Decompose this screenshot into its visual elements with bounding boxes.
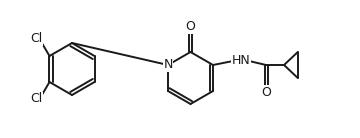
Text: Cl: Cl — [30, 92, 42, 105]
Text: Cl: Cl — [30, 33, 42, 46]
Text: O: O — [185, 21, 195, 34]
Text: N: N — [163, 59, 173, 71]
Text: O: O — [261, 86, 271, 99]
Text: HN: HN — [231, 54, 251, 67]
